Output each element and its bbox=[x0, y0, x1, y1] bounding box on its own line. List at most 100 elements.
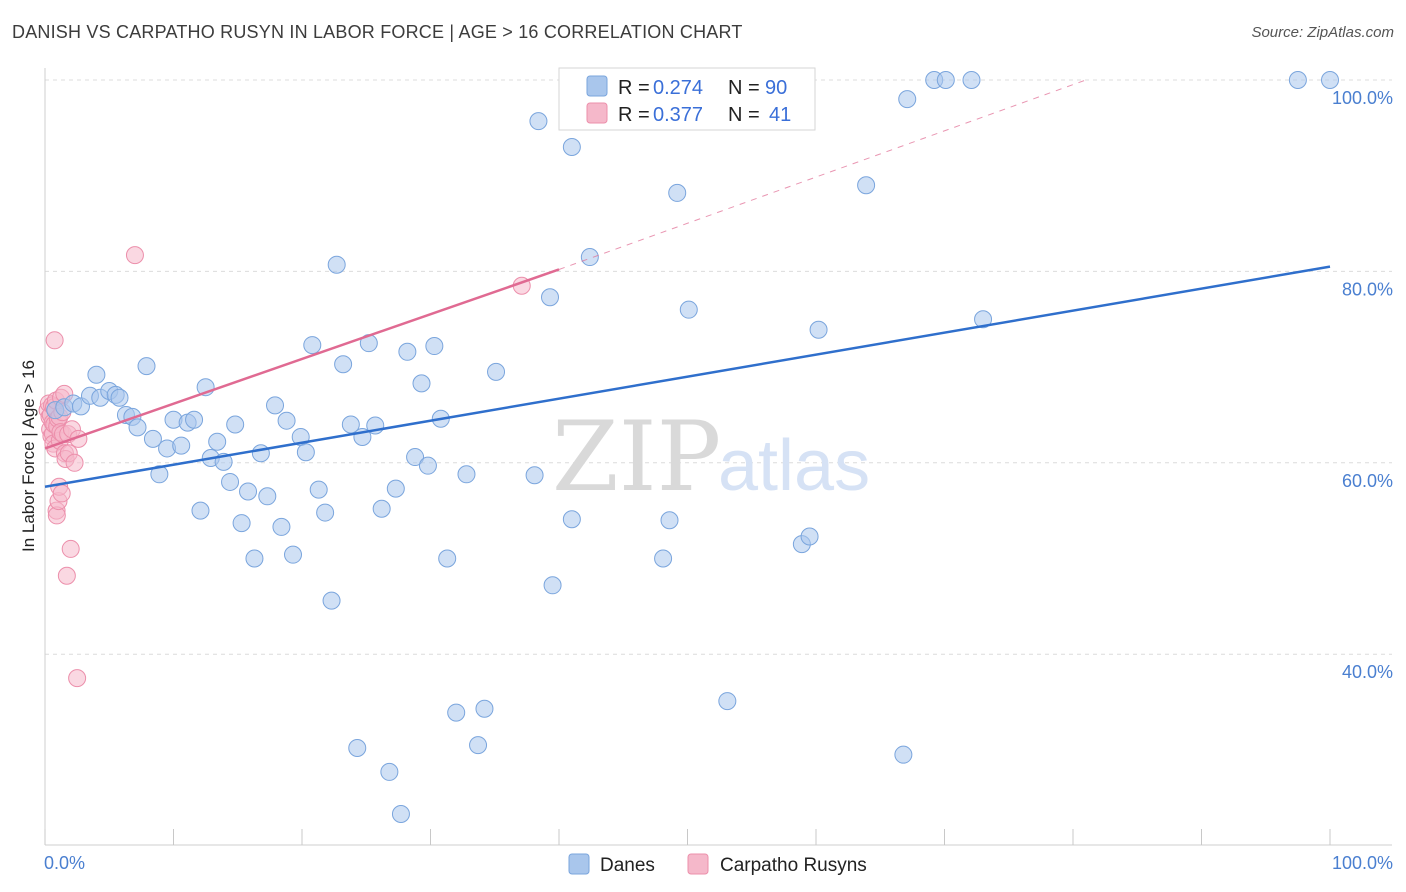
gridlines bbox=[45, 79, 1392, 655]
danes-trendline bbox=[44, 265, 1331, 488]
watermark-zip: ZIP bbox=[552, 401, 721, 513]
bottom-legend-danes-label: Danes bbox=[600, 855, 655, 876]
danes-point bbox=[322, 591, 341, 610]
danes-point bbox=[962, 71, 981, 89]
danes-point bbox=[541, 288, 560, 307]
danes-point bbox=[110, 388, 129, 407]
bottom-legend-danes-swatch bbox=[568, 853, 590, 875]
danes-point bbox=[800, 527, 819, 546]
danes-point bbox=[143, 429, 162, 448]
danes-point bbox=[1321, 71, 1339, 89]
danes-point bbox=[277, 411, 296, 430]
danes-point bbox=[348, 738, 367, 757]
watermark: ZIP atlas bbox=[552, 401, 870, 513]
danes-point bbox=[718, 692, 737, 711]
danes-point bbox=[284, 545, 303, 564]
danes-point bbox=[418, 456, 437, 475]
legend-rusyn-n-value: 41 bbox=[769, 104, 791, 126]
rusyn-point bbox=[61, 539, 80, 558]
danes-point bbox=[245, 549, 264, 568]
y-tick-label: 80.0% bbox=[1342, 279, 1393, 299]
danes-point bbox=[232, 514, 251, 533]
legend-danes-n-value: 90 bbox=[765, 77, 787, 99]
danes-point bbox=[898, 90, 917, 109]
danes-point bbox=[447, 703, 466, 722]
rusyn-point bbox=[45, 331, 64, 350]
x-tick-label-max: 100.0% bbox=[1332, 853, 1393, 873]
legend-rusyn-n-label: N = bbox=[728, 104, 760, 126]
danes-point bbox=[341, 415, 360, 434]
danes-point bbox=[309, 480, 328, 499]
danes-point bbox=[660, 511, 679, 530]
legend-danes-swatch bbox=[586, 75, 608, 97]
danes-point bbox=[398, 342, 417, 361]
danes-point bbox=[412, 374, 431, 393]
danes-point bbox=[191, 501, 210, 520]
danes-point bbox=[469, 736, 488, 755]
y-tick-label: 40.0% bbox=[1342, 662, 1393, 682]
danes-point bbox=[679, 300, 698, 319]
rusyn-point bbox=[68, 669, 87, 688]
danes-point bbox=[1288, 71, 1307, 89]
danes-points bbox=[46, 71, 1339, 824]
danes-point bbox=[529, 112, 548, 131]
danes-point bbox=[380, 762, 399, 781]
danes-point bbox=[562, 510, 581, 529]
danes-point bbox=[87, 365, 106, 384]
legend-danes-r-label: R = bbox=[618, 77, 650, 99]
danes-point bbox=[372, 499, 391, 518]
source-credit: Source: ZipAtlas.com bbox=[1251, 24, 1394, 41]
danes-point bbox=[185, 410, 204, 429]
danes-point bbox=[487, 362, 506, 381]
danes-point bbox=[654, 549, 673, 568]
bottom-legend-rusyn-label: Carpatho Rusyns bbox=[720, 855, 867, 876]
axes bbox=[44, 68, 1392, 846]
danes-point bbox=[425, 337, 444, 356]
danes-point bbox=[251, 444, 270, 463]
watermark-atlas: atlas bbox=[718, 426, 870, 506]
legend-rusyn-r-value: 0.377 bbox=[653, 104, 703, 126]
danes-point bbox=[327, 255, 346, 274]
rusyn-point bbox=[52, 484, 71, 503]
danes-point bbox=[221, 472, 240, 491]
legend-rusyn-r-label: R = bbox=[618, 104, 650, 126]
y-tick-label: 100.0% bbox=[1332, 88, 1393, 108]
rusyn-point bbox=[57, 566, 76, 585]
danes-point bbox=[936, 71, 955, 89]
legend: R = 0.274 N = 90 R = 0.377 N = 41 bbox=[558, 67, 816, 131]
danes-point bbox=[137, 357, 156, 376]
danes-point bbox=[226, 415, 245, 434]
danes-point bbox=[386, 479, 405, 498]
rusyn-point bbox=[65, 453, 84, 472]
legend-rusyn-swatch bbox=[586, 102, 608, 124]
danes-point bbox=[150, 465, 169, 484]
danes-point bbox=[239, 482, 258, 501]
bottom-legend: Danes Carpatho Rusyns bbox=[568, 853, 867, 876]
y-tick-labels: 40.0% 60.0% 80.0% 100.0% bbox=[1332, 88, 1393, 682]
rusyn-point bbox=[125, 246, 144, 265]
danes-point bbox=[208, 432, 227, 451]
danes-point bbox=[316, 503, 335, 522]
rusyn-points bbox=[38, 246, 531, 688]
y-axis-label: In Labor Force | Age > 16 bbox=[19, 360, 38, 552]
rusyn-trendline-extension bbox=[558, 79, 1087, 270]
danes-point bbox=[475, 699, 494, 718]
danes-point bbox=[272, 517, 291, 536]
danes-point bbox=[974, 310, 993, 329]
danes-point bbox=[438, 549, 457, 568]
danes-point bbox=[668, 183, 687, 202]
danes-point bbox=[303, 336, 322, 355]
trendlines bbox=[44, 79, 1331, 488]
danes-point bbox=[562, 137, 581, 156]
danes-point bbox=[258, 487, 277, 506]
danes-point bbox=[128, 418, 147, 437]
bottom-legend-rusyn-swatch bbox=[687, 853, 709, 875]
legend-danes-r-value: 0.274 bbox=[653, 77, 703, 99]
danes-point bbox=[809, 320, 828, 339]
danes-point bbox=[172, 436, 191, 455]
danes-point bbox=[391, 805, 410, 824]
x-tick-label-min: 0.0% bbox=[44, 853, 85, 873]
y-tick-label: 60.0% bbox=[1342, 471, 1393, 491]
chart-title: DANISH VS CARPATHO RUSYN IN LABOR FORCE … bbox=[12, 22, 743, 42]
